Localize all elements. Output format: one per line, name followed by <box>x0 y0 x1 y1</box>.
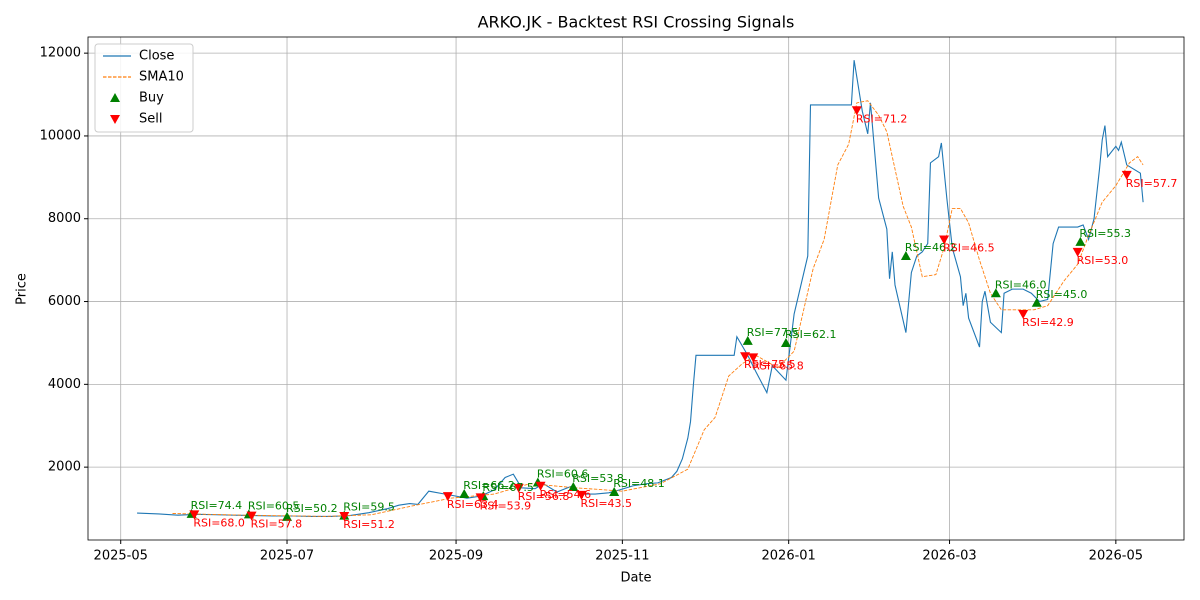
chart-title: ARKO.JK - Backtest RSI Crossing Signals <box>478 13 795 32</box>
marker <box>568 482 579 492</box>
x-tick-label: 2026-05 <box>1089 549 1143 564</box>
annotation: RSI=67.5 <box>482 481 534 494</box>
annotation: RSI=46.2 <box>905 241 957 254</box>
annotation: RSI=68.0 <box>193 516 245 529</box>
annotation: RSI=43.5 <box>580 497 632 510</box>
legend-box <box>94 43 194 133</box>
x-axis-label: Date <box>620 571 651 586</box>
y-tick-label: 4000 <box>48 377 81 392</box>
marker <box>535 481 546 491</box>
annotation: RSI=62.1 <box>785 328 837 341</box>
x-tick-label: 2025-09 <box>429 549 483 564</box>
annotation: RSI=60.5 <box>248 499 300 512</box>
marker <box>990 288 1001 298</box>
annotation: RSI=56.8 <box>518 490 570 503</box>
marker <box>609 486 620 496</box>
marker <box>475 493 486 503</box>
y-tick-label: 12000 <box>40 46 81 61</box>
x-tick-label: 2025-05 <box>94 549 148 564</box>
annotation: RSI=53.0 <box>1077 254 1129 267</box>
marker <box>851 106 862 116</box>
y-tick-label: 2000 <box>48 460 81 475</box>
marker <box>282 511 293 521</box>
annotation: RSI=51.2 <box>343 518 395 531</box>
annotation: RSI=75.5 <box>744 358 796 371</box>
y-tick-label: 8000 <box>48 211 81 226</box>
marker <box>1121 170 1132 180</box>
x-tick-label: 2025-07 <box>260 549 314 564</box>
marker <box>1072 247 1083 257</box>
x-tick-label: 2026-01 <box>762 549 816 564</box>
y-tick-label: 10000 <box>40 128 81 143</box>
marker <box>939 235 950 245</box>
axes-frame <box>87 36 1185 541</box>
marker <box>459 489 470 499</box>
marker <box>742 335 753 345</box>
plot-area <box>137 60 1144 521</box>
marker <box>740 352 751 362</box>
marker <box>1075 236 1086 246</box>
legend-label: Close <box>139 49 174 64</box>
annotation: RSI=57.8 <box>251 518 303 531</box>
annotation: RSI=54.6 <box>540 488 592 501</box>
legend-label: SMA10 <box>139 70 184 85</box>
annotation: RSI=53.9 <box>480 499 532 512</box>
marker <box>1031 297 1042 307</box>
legend-swatch <box>110 115 120 124</box>
annotation: RSI=77.5 <box>747 326 799 339</box>
annotation: RSI=57.7 <box>1126 177 1178 190</box>
annotation: RSI=42.9 <box>1022 316 1074 329</box>
y-tick-label: 6000 <box>48 294 81 309</box>
annotation: RSI=65.8 <box>752 359 804 372</box>
annotation: RSI=59.5 <box>343 501 395 514</box>
y-axis-label: Price <box>15 273 30 305</box>
annotation: RSI=46.0 <box>995 278 1047 291</box>
line-0 <box>137 60 1144 517</box>
marker <box>900 251 911 261</box>
marker <box>780 337 791 347</box>
annotation: RSI=66.2 <box>463 479 515 492</box>
annotation: RSI=45.0 <box>1036 288 1088 301</box>
marker <box>1018 309 1029 319</box>
annotation: RSI=46.5 <box>943 241 995 254</box>
x-tick-label: 2026-03 <box>922 549 976 564</box>
marker <box>576 490 587 500</box>
marker <box>442 492 453 502</box>
annotation: RSI=53.8 <box>572 472 624 485</box>
legend-label: Buy <box>139 91 164 106</box>
marker <box>513 483 524 493</box>
marker <box>246 511 257 521</box>
annotation: RSI=50.2 <box>286 502 338 515</box>
annotation: RSI=60.6 <box>537 467 589 480</box>
annotation: RSI=74.4 <box>191 499 243 512</box>
legend-label: Sell <box>139 112 162 127</box>
x-tick-label: 2025-11 <box>595 549 649 564</box>
annotation: RSI=63.4 <box>447 498 499 511</box>
legend-swatch <box>110 93 120 102</box>
marker <box>339 511 350 521</box>
annotation: RSI=48.1 <box>613 477 665 490</box>
annotation: RSI=71.2 <box>856 112 908 125</box>
marker <box>189 510 200 520</box>
marker <box>748 353 759 363</box>
annotation: RSI=55.3 <box>1079 227 1131 240</box>
